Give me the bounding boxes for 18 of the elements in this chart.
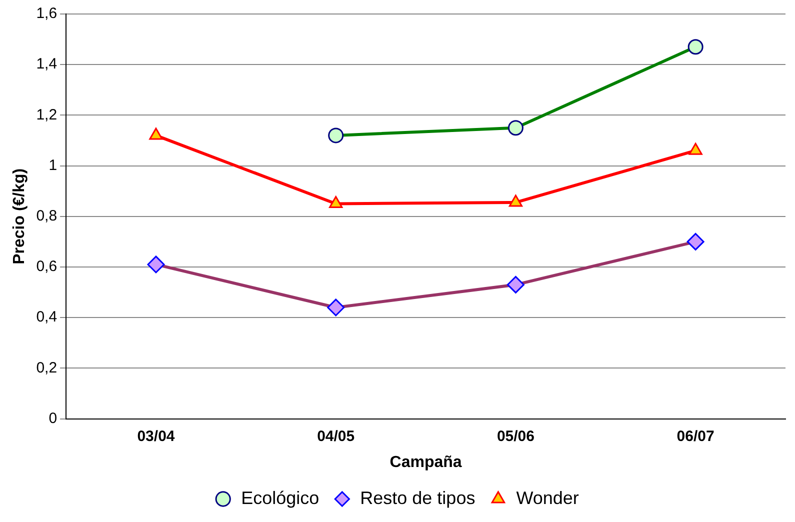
legend-label: Ecológico bbox=[241, 488, 320, 508]
y-tick-label: 1,4 bbox=[36, 56, 58, 73]
x-tick-label: 04/05 bbox=[317, 428, 355, 445]
y-tick-label: 1,2 bbox=[36, 106, 58, 124]
legend-label: Wonder bbox=[516, 488, 579, 508]
y-tick-label: 1,6 bbox=[36, 5, 58, 22]
x-tick-label: 06/07 bbox=[676, 428, 714, 445]
y-tick-label: 0,6 bbox=[36, 258, 58, 276]
y-axis-title: Precio (€/kg) bbox=[11, 168, 28, 264]
y-tick-label: 0,4 bbox=[36, 308, 58, 326]
x-tick-label: 05/06 bbox=[496, 428, 534, 445]
y-tick-label: 1 bbox=[48, 156, 58, 174]
y-tick-label: 0,8 bbox=[36, 208, 58, 225]
x-tick-label: 03/04 bbox=[137, 428, 176, 445]
x-axis-title: Campaña bbox=[390, 454, 462, 471]
y-tick-label: 0,2 bbox=[36, 359, 58, 376]
y-tick-label: 0 bbox=[48, 410, 58, 427]
legend-label: Resto de tipos bbox=[360, 488, 476, 508]
